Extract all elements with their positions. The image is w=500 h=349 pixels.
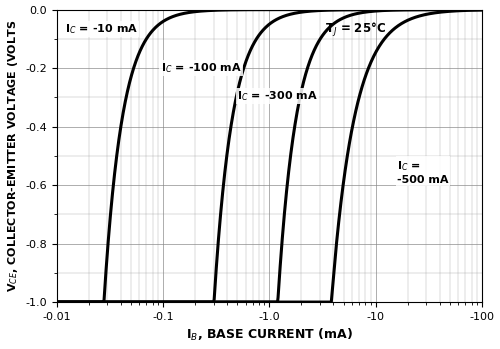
Text: I$_C$ = -300 mA: I$_C$ = -300 mA [238, 89, 318, 103]
Text: T$_J$ = 25°C: T$_J$ = 25°C [324, 21, 386, 39]
Text: I$_C$ =
-500 mA: I$_C$ = -500 mA [398, 159, 449, 185]
Text: I$_C$ = -10 mA: I$_C$ = -10 mA [65, 23, 138, 36]
Text: I$_C$ = -100 mA: I$_C$ = -100 mA [160, 61, 242, 75]
Y-axis label: V$_{CE}$, COLLECTOR-EMITTER VOLTAGE (VOLTS: V$_{CE}$, COLLECTOR-EMITTER VOLTAGE (VOL… [6, 20, 20, 292]
X-axis label: I$_B$, BASE CURRENT (mA): I$_B$, BASE CURRENT (mA) [186, 327, 352, 343]
